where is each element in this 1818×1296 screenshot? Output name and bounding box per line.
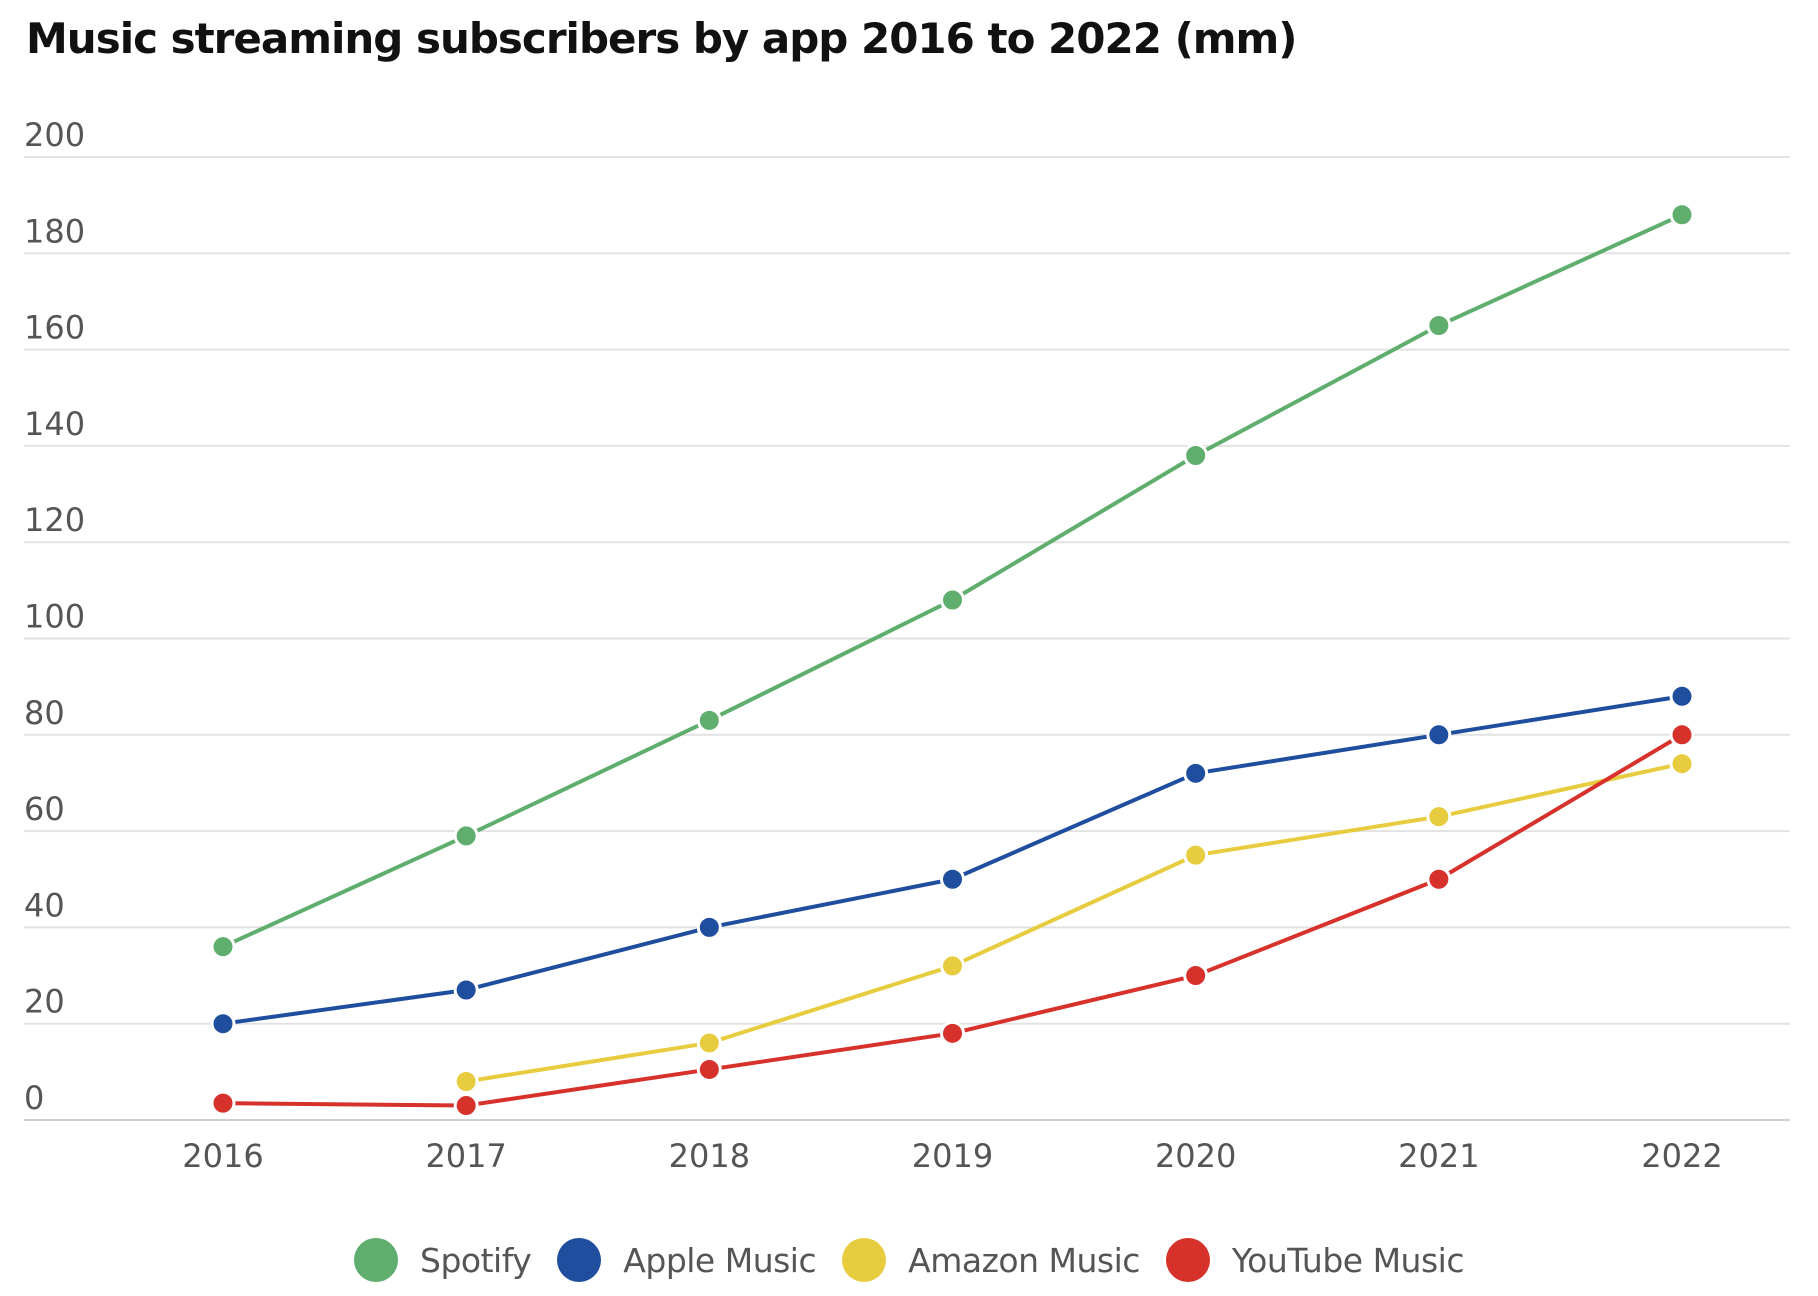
series-spotify [210, 202, 1695, 960]
x-tick-label-2019: 2019 [912, 1137, 993, 1175]
legend-item-youtube-music[interactable]: YouTube Music [1165, 1238, 1465, 1282]
y-tick-label-160: 160 [24, 309, 85, 347]
y-tick-label-80: 80 [24, 694, 65, 732]
point-apple-music-2018[interactable] [696, 914, 722, 940]
point-youtube-music-2020[interactable] [1183, 963, 1209, 989]
legend-swatch-apple-music [557, 1238, 602, 1282]
point-spotify-2020[interactable] [1183, 443, 1209, 469]
legend-item-amazon-music[interactable]: Amazon Music [842, 1238, 1140, 1282]
point-youtube-music-2019[interactable] [940, 1020, 965, 1046]
legend-item-spotify[interactable]: Spotify [354, 1238, 532, 1282]
point-amazon-music-2018[interactable] [696, 1030, 722, 1056]
x-tick-label-2021: 2021 [1398, 1137, 1479, 1175]
point-youtube-music-2022[interactable] [1669, 722, 1695, 748]
legend-swatch-spotify [354, 1238, 399, 1282]
point-apple-music-2016[interactable] [210, 1011, 236, 1037]
y-tick-label-200: 200 [24, 116, 85, 154]
y-tick-label-140: 140 [24, 405, 85, 443]
x-tick-label-2017: 2017 [425, 1137, 506, 1175]
point-youtube-music-2016[interactable] [210, 1090, 236, 1116]
x-axis-tick-labels: 2016 2017 2018 2019 2020 2021 2022 [182, 1137, 1722, 1175]
series-amazon-music [453, 751, 1695, 1094]
y-tick-label-100: 100 [24, 598, 85, 636]
legend-label-amazon-music: Amazon Music [908, 1240, 1140, 1280]
x-tick-label-2020: 2020 [1155, 1137, 1236, 1175]
y-tick-label-120: 120 [24, 501, 85, 539]
point-apple-music-2021[interactable] [1426, 722, 1452, 748]
y-tick-label-0: 0 [24, 1079, 44, 1117]
point-amazon-music-2022[interactable] [1669, 751, 1695, 777]
point-spotify-2017[interactable] [453, 823, 479, 849]
series-line-spotify [221, 212, 1684, 949]
y-axis-tick-labels: 0 20 40 60 80 100 120 140 160 180 200 [24, 116, 85, 1117]
gridlines [24, 156, 1790, 1121]
point-amazon-music-2017[interactable] [453, 1068, 479, 1094]
legend-swatch-amazon-music [842, 1238, 887, 1282]
series-line-youtube-music [221, 732, 1684, 1108]
point-spotify-2016[interactable] [210, 934, 236, 960]
legend-label-apple-music: Apple Music [623, 1240, 817, 1280]
y-tick-label-60: 60 [24, 790, 65, 828]
legend-item-apple-music[interactable]: Apple Music [557, 1238, 817, 1282]
series-lines [210, 202, 1695, 1119]
point-youtube-music-2018[interactable] [696, 1056, 722, 1082]
point-apple-music-2017[interactable] [453, 977, 479, 1003]
series-youtube-music [210, 722, 1695, 1119]
legend-label-youtube-music: YouTube Music [1231, 1240, 1465, 1280]
y-tick-label-40: 40 [24, 886, 65, 924]
point-apple-music-2019[interactable] [940, 866, 965, 892]
chart-title: Music streaming subscribers by app 2016 … [26, 14, 1297, 63]
legend-swatch-youtube-music [1165, 1238, 1210, 1282]
y-tick-label-20: 20 [24, 983, 65, 1021]
point-spotify-2022[interactable] [1669, 202, 1695, 228]
series-line-amazon-music [464, 761, 1684, 1084]
point-youtube-music-2017[interactable] [453, 1093, 479, 1119]
point-spotify-2021[interactable] [1426, 313, 1452, 339]
x-tick-label-2018: 2018 [669, 1137, 750, 1175]
point-spotify-2018[interactable] [696, 707, 722, 733]
x-tick-label-2022: 2022 [1641, 1137, 1722, 1175]
point-apple-music-2022[interactable] [1669, 683, 1695, 709]
series-apple-music [210, 683, 1695, 1037]
legend-label-spotify: Spotify [420, 1240, 532, 1280]
point-apple-music-2020[interactable] [1183, 760, 1209, 786]
point-youtube-music-2021[interactable] [1426, 866, 1452, 892]
x-tick-label-2016: 2016 [182, 1137, 263, 1175]
point-amazon-music-2021[interactable] [1426, 804, 1452, 830]
point-amazon-music-2020[interactable] [1183, 842, 1209, 868]
y-tick-label-180: 180 [24, 212, 85, 250]
point-spotify-2019[interactable] [940, 587, 965, 613]
legend: Spotify Apple Music Amazon Music YouTube Mu… [0, 1238, 1818, 1282]
point-amazon-music-2019[interactable] [940, 953, 965, 979]
